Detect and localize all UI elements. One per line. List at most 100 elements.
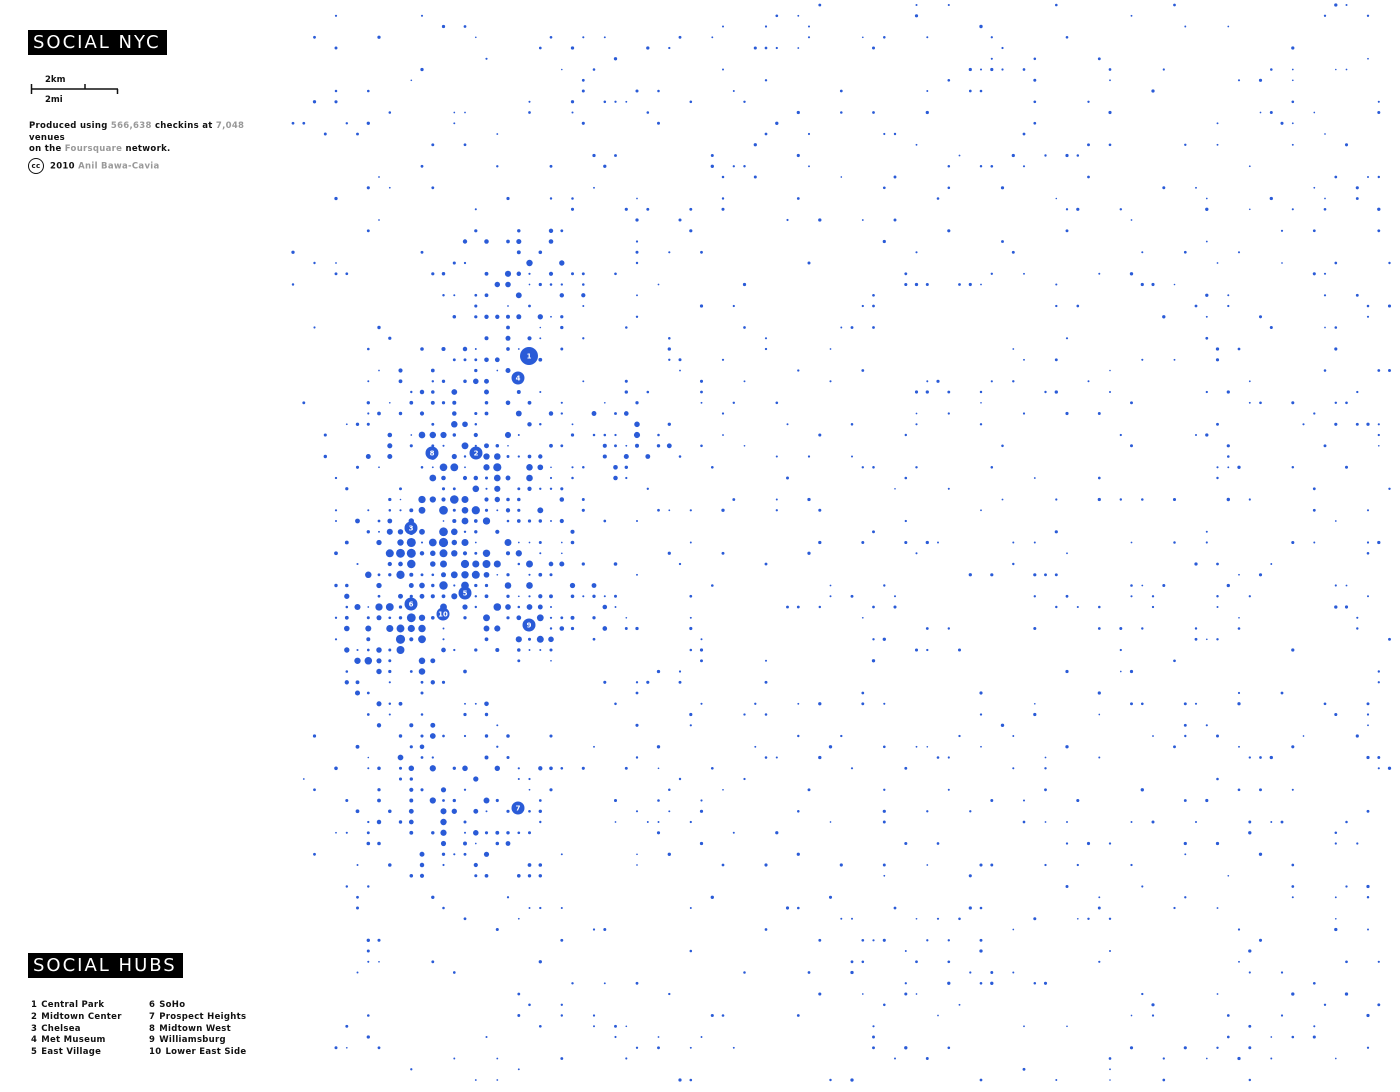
checkin-dot: [452, 798, 456, 803]
checkin-dot: [1313, 412, 1316, 415]
checkin-dot: [538, 1024, 542, 1028]
checkin-dot: [990, 863, 994, 867]
checkin-dot: [1226, 583, 1230, 588]
checkin-dot: [419, 389, 425, 395]
checkin-dot: [442, 906, 445, 910]
checkin-dot: [678, 562, 682, 566]
checkin-dot: [646, 207, 650, 211]
checkin-dot: [882, 809, 886, 813]
checkin-dot: [560, 1057, 564, 1060]
checkin-dot: [582, 380, 585, 383]
checkin-dot: [345, 1024, 349, 1028]
checkin-dot: [979, 906, 983, 910]
text: venues: [29, 132, 66, 143]
checkin-dot: [464, 466, 466, 469]
checkin-dot: [570, 207, 575, 211]
checkin-dot: [344, 647, 350, 653]
checkin-dot: [1237, 79, 1241, 82]
checkin-dot: [528, 907, 531, 909]
checkin-dot: [882, 637, 886, 641]
checkin-dot: [1377, 756, 1381, 759]
checkin-dot: [538, 809, 542, 813]
checkin-dot: [1259, 401, 1262, 405]
checkin-dot: [473, 830, 479, 836]
checkin-dot: [797, 810, 800, 813]
checkin-dot: [592, 153, 596, 158]
checkin-dot: [1195, 821, 1197, 823]
checkin-dot: [1205, 240, 1208, 243]
checkin-dot: [797, 14, 800, 17]
checkin-dot: [1258, 315, 1263, 319]
checkin-dot: [302, 401, 306, 405]
checkin-dot: [1345, 68, 1348, 71]
checkin-dot: [1248, 971, 1251, 974]
checkin-dot: [958, 154, 961, 157]
checkin-dot: [818, 3, 822, 7]
checkin-dot: [452, 518, 457, 524]
checkin-dot: [377, 573, 381, 577]
checkin-dot: [1366, 884, 1370, 889]
checkin-dot: [624, 766, 628, 770]
checkin-dot: [506, 196, 510, 201]
checkin-dot: [1022, 799, 1026, 802]
checkin-dot: [474, 1079, 477, 1081]
hub-entry: 3 Chelsea: [31, 1024, 122, 1036]
hub-name: Midtown West: [159, 1023, 232, 1034]
checkin-dot: [947, 627, 950, 630]
checkin-dot: [451, 593, 458, 600]
checkin-dot: [1377, 207, 1381, 211]
checkin-dot: [1162, 186, 1166, 190]
checkin-dot: [796, 110, 800, 115]
checkin-dot: [312, 100, 317, 104]
checkin-dot: [570, 100, 575, 104]
checkin-dot: [829, 595, 832, 598]
checkin-dot: [1108, 949, 1112, 953]
checkin-dot: [528, 541, 531, 544]
checkin-dot: [1205, 1057, 1208, 1060]
checkin-dot: [689, 949, 693, 953]
checkin-dot: [387, 453, 393, 460]
checkin-dot: [1097, 906, 1101, 910]
checkin-dot: [1291, 1035, 1295, 1039]
checkin-dot: [462, 421, 468, 428]
checkin-dot: [538, 874, 543, 878]
hub-name: Prospect Heights: [159, 1011, 247, 1022]
checkin-dot: [613, 562, 618, 566]
checkin-dot: [850, 1078, 854, 1082]
checkin-dot: [452, 766, 456, 770]
checkin-dot: [947, 939, 950, 942]
checkin-dot: [1065, 35, 1069, 39]
checkin-dot: [1291, 648, 1295, 652]
checkin-dot: [323, 132, 327, 136]
checkin-dot: [1172, 497, 1177, 502]
checkin-dot: [1344, 143, 1349, 147]
checkin-dot: [496, 1079, 499, 1081]
checkin-dot: [463, 734, 467, 738]
checkin-dot: [689, 1046, 692, 1049]
checkin-dot: [376, 582, 382, 589]
checkin-dot: [764, 25, 768, 28]
checkin-dot: [1237, 788, 1241, 792]
checkin-dot: [635, 681, 639, 684]
checkin-dot: [335, 262, 337, 264]
checkin-dot: [538, 282, 542, 287]
checkin-dot: [1238, 573, 1240, 576]
checkin-dot: [1022, 68, 1026, 71]
checkin-dot: [440, 572, 447, 578]
checkin-dot: [1055, 283, 1058, 286]
checkin-dot: [442, 627, 445, 630]
checkin-dot: [582, 36, 585, 39]
checkin-dot: [453, 853, 456, 856]
checkin-dot: [528, 831, 531, 835]
checkin-dot: [668, 810, 671, 813]
hub-name: East Village: [41, 1047, 102, 1058]
checkin-dot: [1291, 540, 1295, 545]
checkin-dot: [484, 734, 489, 738]
checkin-dot: [474, 293, 478, 297]
checkin-dot: [536, 614, 544, 622]
checkin-dot: [1226, 444, 1230, 448]
checkin-dot: [334, 551, 338, 556]
checkin-dot: [700, 702, 703, 705]
checkin-dot: [1141, 251, 1144, 254]
checkin-dot: [1184, 896, 1187, 899]
